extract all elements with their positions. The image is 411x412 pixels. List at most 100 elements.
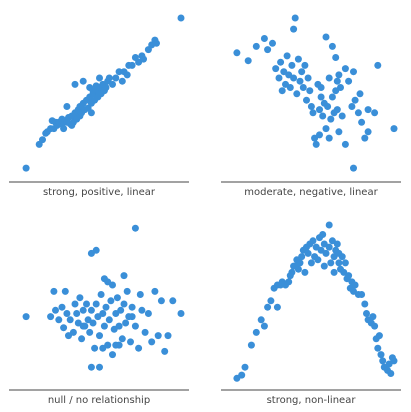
- scatter-point: [299, 84, 307, 91]
- scatter-point: [325, 74, 333, 82]
- scatter-point: [79, 306, 87, 314]
- scatter-point: [264, 46, 272, 54]
- scatter-point: [105, 74, 113, 82]
- scatter-point: [351, 281, 359, 289]
- scatter-point: [288, 268, 296, 276]
- scatter-point: [390, 357, 398, 365]
- scatter-point: [290, 74, 298, 82]
- scatter-point: [361, 134, 369, 142]
- scatter-point: [96, 363, 103, 371]
- scatter-point: [96, 332, 103, 340]
- scatter-point: [312, 140, 320, 148]
- scatter-point: [79, 322, 87, 330]
- scatter-point: [128, 303, 136, 311]
- scatter-point: [390, 125, 398, 133]
- points-top-left: [22, 14, 185, 172]
- scatter-point: [350, 164, 357, 172]
- scatter-point: [131, 322, 139, 330]
- scatter-point: [39, 136, 46, 144]
- scatter-point: [86, 328, 94, 336]
- scatter-point: [73, 310, 81, 317]
- scatter-point: [241, 363, 249, 371]
- scatter-point: [337, 84, 344, 91]
- panel-bottom-left: null / no relationship: [9, 224, 189, 406]
- scatter-point: [118, 335, 126, 343]
- scatter-point: [316, 106, 323, 114]
- scatter-point: [115, 68, 123, 76]
- panel-bottom-right: strong, non-linear: [221, 221, 401, 406]
- scatter-point: [128, 61, 136, 69]
- scatter-point: [317, 93, 325, 101]
- scatter-point: [89, 319, 97, 327]
- scatter-point: [68, 121, 76, 129]
- scatter-point: [322, 33, 330, 41]
- scatter-point: [105, 316, 113, 324]
- scatter-point: [307, 259, 315, 267]
- scatter-point: [322, 249, 330, 257]
- scatter-point: [97, 291, 105, 298]
- scatter-point: [169, 297, 177, 305]
- xlabel-top-right: moderate, negative, linear: [244, 187, 378, 198]
- scatter-point: [291, 14, 299, 22]
- scatter-point: [309, 237, 317, 245]
- scatter-point: [58, 303, 66, 311]
- scatter-point: [264, 303, 272, 311]
- scatter-point: [369, 313, 377, 321]
- scatter-point: [61, 287, 69, 295]
- scatter-point: [364, 106, 372, 114]
- scatter-point: [92, 82, 100, 90]
- scatter-point: [118, 77, 126, 85]
- scatter-point: [273, 303, 281, 311]
- scatter-point: [100, 322, 108, 330]
- scatter-point: [350, 68, 357, 76]
- scatter-point: [260, 322, 268, 330]
- scatter-point: [63, 103, 71, 110]
- scatter-point: [135, 344, 143, 352]
- scatter-point: [22, 313, 30, 321]
- scatter-point: [294, 55, 302, 63]
- scatter-point: [345, 77, 353, 85]
- scatter-point: [247, 341, 255, 349]
- panel-top-left: strong, positive, linear: [9, 14, 189, 198]
- scatter-point: [348, 103, 356, 110]
- scatter-point: [324, 103, 332, 110]
- scatter-point: [341, 65, 349, 73]
- scatter-point: [138, 306, 146, 314]
- scatter-point: [319, 112, 327, 120]
- scatter-point: [267, 297, 275, 305]
- scatter-point: [47, 313, 55, 321]
- scatter-point: [177, 310, 185, 317]
- scatter-point: [356, 90, 364, 98]
- scatter-point: [314, 256, 322, 264]
- scatter-point: [304, 249, 312, 257]
- scatter-point: [286, 84, 294, 91]
- xlabel-bottom-right: strong, non-linear: [267, 395, 357, 406]
- scatter-point: [55, 316, 63, 324]
- scatter-point: [278, 87, 286, 95]
- scatter-point: [304, 74, 312, 82]
- scatter-point: [358, 118, 366, 126]
- scatter-point: [364, 128, 372, 136]
- scatter-point: [298, 68, 306, 76]
- scatter-point: [96, 74, 103, 82]
- scatter-point: [335, 249, 343, 257]
- scatter-point: [309, 109, 317, 117]
- scatter-point: [71, 300, 79, 308]
- scatter-point: [377, 351, 385, 359]
- scatter-point: [375, 332, 383, 340]
- scatter-point: [374, 61, 382, 69]
- scatter-point: [291, 262, 299, 270]
- panel-top-right: moderate, negative, linear: [221, 14, 401, 198]
- scatter-point: [91, 344, 99, 352]
- scatter-point: [328, 93, 336, 101]
- scatter-point: [293, 90, 301, 98]
- scatter-point: [78, 335, 86, 343]
- scatter-point: [140, 55, 147, 63]
- scatter-point: [63, 310, 71, 317]
- scatter-point: [238, 371, 246, 379]
- points-bottom-left: [22, 224, 185, 371]
- scatter-point: [107, 297, 115, 305]
- scatter-point: [283, 52, 291, 60]
- scatter-point: [123, 71, 131, 79]
- scatter-point: [157, 297, 165, 305]
